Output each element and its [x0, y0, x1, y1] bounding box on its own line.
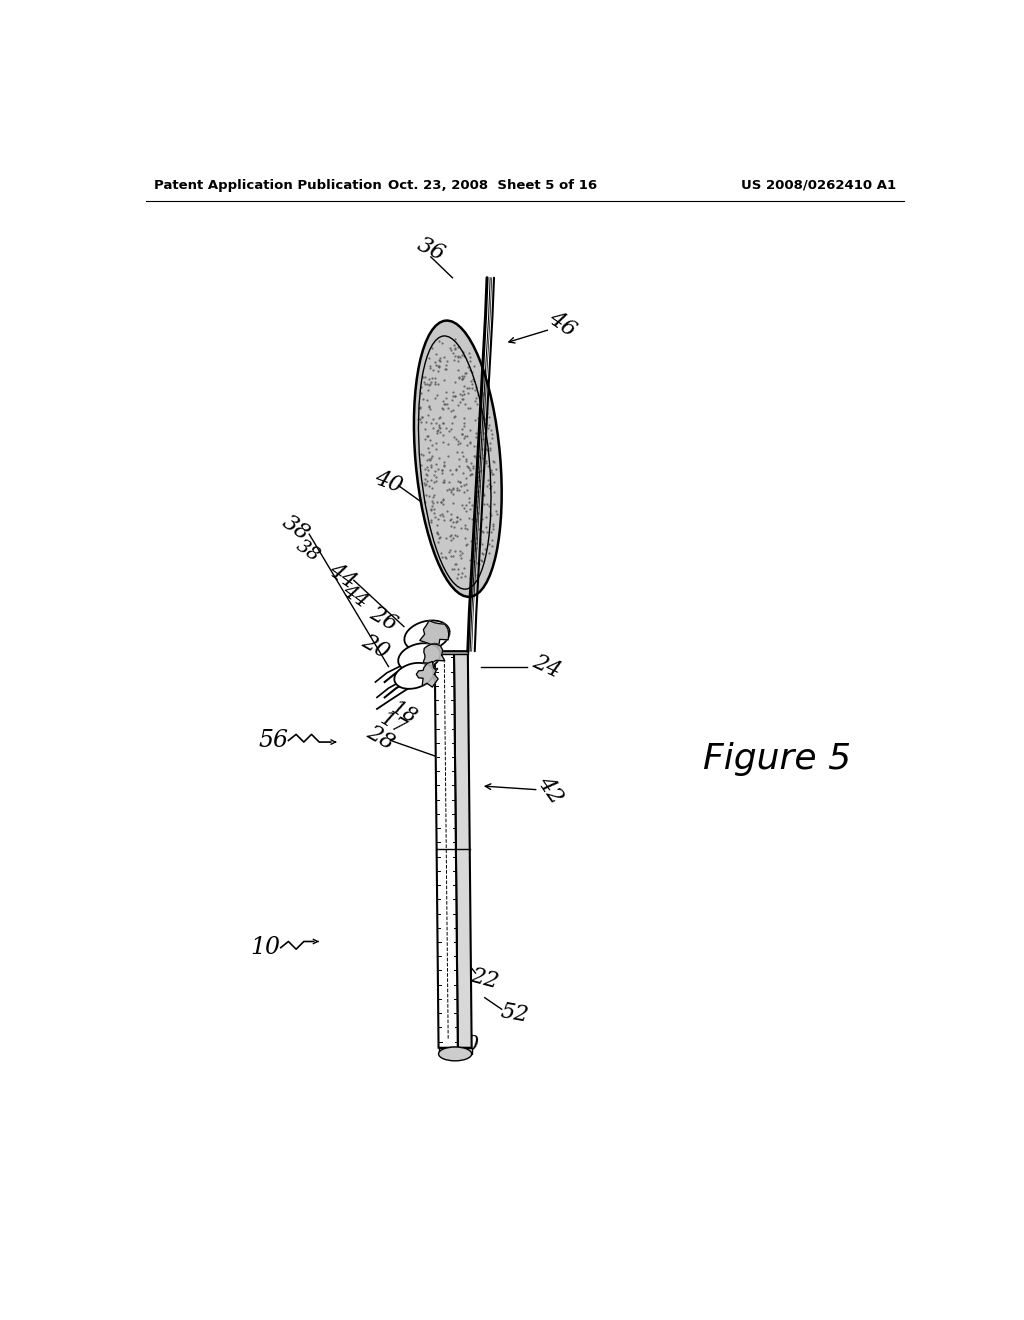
- Text: 52: 52: [499, 999, 529, 1027]
- Ellipse shape: [394, 663, 433, 689]
- Text: 24: 24: [529, 651, 564, 682]
- Polygon shape: [423, 644, 444, 667]
- Ellipse shape: [438, 1047, 472, 1061]
- Text: 10: 10: [250, 936, 281, 960]
- Text: Patent Application Publication: Patent Application Publication: [154, 178, 381, 191]
- Text: 44: 44: [339, 581, 372, 611]
- Text: Oct. 23, 2008  Sheet 5 of 16: Oct. 23, 2008 Sheet 5 of 16: [388, 178, 597, 191]
- Text: 50: 50: [451, 1032, 480, 1056]
- Text: 42: 42: [534, 772, 567, 808]
- Polygon shape: [435, 651, 468, 655]
- Text: 22: 22: [468, 964, 502, 993]
- Text: Figure 5: Figure 5: [703, 742, 851, 776]
- Text: 46: 46: [544, 306, 580, 341]
- Ellipse shape: [398, 643, 440, 672]
- Text: 26: 26: [366, 602, 400, 635]
- Polygon shape: [417, 661, 438, 688]
- Text: 20: 20: [357, 631, 393, 664]
- Text: 40: 40: [372, 467, 406, 496]
- Ellipse shape: [414, 321, 502, 597]
- Text: 28: 28: [364, 721, 398, 754]
- Text: 17: 17: [376, 709, 409, 739]
- Text: 18: 18: [388, 698, 420, 727]
- Polygon shape: [438, 1048, 472, 1053]
- Polygon shape: [435, 651, 458, 1048]
- Text: 38: 38: [293, 537, 323, 565]
- Text: 36: 36: [414, 234, 449, 265]
- Text: 38: 38: [279, 511, 314, 545]
- Polygon shape: [420, 620, 449, 644]
- Ellipse shape: [404, 620, 450, 651]
- Text: 44: 44: [325, 560, 360, 594]
- Text: US 2008/0262410 A1: US 2008/0262410 A1: [740, 178, 896, 191]
- Text: 56: 56: [258, 729, 288, 752]
- Polygon shape: [454, 651, 472, 1048]
